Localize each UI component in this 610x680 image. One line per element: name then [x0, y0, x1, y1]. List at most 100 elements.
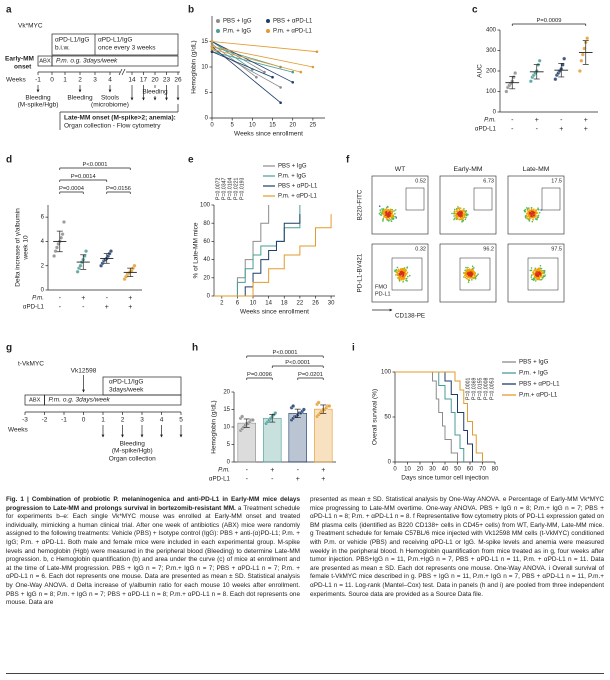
flow-event [378, 212, 381, 215]
flow-event [528, 208, 530, 211]
flow-event [458, 218, 460, 220]
flow-event [379, 214, 382, 216]
flow-event [472, 270, 474, 273]
y-tick-label: 100 [381, 370, 392, 376]
week-label: -1 [61, 417, 67, 424]
panel-letter: h [192, 343, 198, 354]
flow-event [395, 217, 398, 219]
data-point [315, 50, 319, 53]
label: αPD-L1/IgG [55, 37, 89, 44]
flow-event [473, 273, 475, 276]
p-value: P=0.0008 [483, 378, 489, 400]
p-value: P=0.0347 [221, 178, 227, 200]
flow-event [378, 205, 381, 208]
flow-event [536, 217, 538, 219]
y-tick-label: 20 [223, 390, 230, 396]
y-axis-title: Overall survival (%) [372, 389, 379, 445]
caption-left: Fig. 1 | Combination of probiotic P. mel… [6, 496, 300, 673]
flow-event [390, 219, 392, 221]
data-dot [84, 249, 89, 254]
label: P.m. o.g. 3days/week [49, 397, 111, 404]
data-dot [579, 58, 584, 63]
flow-event [538, 208, 540, 211]
label: ABX [39, 59, 51, 65]
flow-event [383, 210, 385, 213]
treatment-sign: - [271, 476, 274, 483]
flow-event [459, 214, 462, 217]
y-tick-label: 6 [41, 215, 45, 221]
flow-event [467, 281, 470, 283]
flow-event [460, 211, 463, 213]
flow-event [467, 269, 470, 271]
flow-event [463, 213, 466, 216]
x-tick-label: 15 [269, 123, 276, 129]
flow-event [404, 268, 407, 271]
gate-value: 96.2 [483, 246, 494, 252]
flow-event [531, 209, 534, 211]
flow-event [468, 274, 470, 277]
flow-event [387, 212, 389, 215]
data-dot [52, 254, 57, 258]
flow-event [474, 272, 477, 275]
y-tick-label: 0 [388, 460, 392, 466]
treatment-sign: + [105, 304, 109, 311]
label: (M-spike/Hgb) [18, 102, 59, 109]
gate [473, 187, 493, 211]
data-point [311, 65, 315, 69]
p-value: P=0.0004 [59, 186, 85, 192]
week-label: -2 [42, 417, 48, 424]
flow-event [404, 272, 406, 274]
y-tick-label: 100 [200, 203, 211, 209]
y-tick-label: 100 [486, 89, 497, 95]
treatment-sign: - [246, 467, 249, 474]
flow-event [472, 268, 474, 271]
flow-event [451, 212, 453, 215]
panel-letter: e [188, 155, 194, 166]
flow-event [400, 268, 403, 270]
x-tick-label: 40 [442, 467, 449, 473]
flow-event [392, 217, 395, 220]
data-dot [316, 400, 321, 405]
flow-event [406, 280, 408, 282]
flow-event [386, 205, 389, 208]
flow-event [390, 220, 393, 223]
label: Vk12598 [71, 368, 97, 375]
flow-event [533, 215, 535, 217]
box [51, 55, 179, 67]
data-line [211, 48, 301, 73]
line [118, 68, 123, 76]
data-dot [585, 36, 590, 41]
flow-event [539, 272, 542, 275]
flow-event [395, 269, 398, 271]
label: αPD-L1/IgG [98, 37, 132, 44]
y-tick-label: 4 [41, 239, 45, 245]
x-tick-label: 60 [467, 467, 474, 473]
y-tick-label: 5 [227, 442, 231, 448]
flow-event [400, 278, 403, 281]
flow-event [461, 220, 464, 223]
survival-step [395, 371, 458, 462]
flow-event [540, 278, 543, 281]
flow-event [387, 214, 389, 217]
data-point [210, 45, 214, 48]
flow-event [525, 215, 528, 217]
model-name: Vk*MYC [18, 23, 43, 30]
gate-value: 0.32 [415, 246, 426, 252]
flow-event [470, 269, 473, 272]
data-point [210, 50, 214, 53]
data-dot [273, 411, 278, 415]
data-line [211, 46, 313, 68]
flow-event [381, 208, 383, 210]
week-label: 2 [121, 417, 125, 424]
flow-event [538, 278, 541, 281]
week-label: 0 [50, 77, 54, 84]
flow-plot [507, 175, 565, 235]
data-dot [59, 235, 64, 240]
flow-event [393, 210, 395, 212]
label: Early-MM [5, 56, 34, 63]
flow-event [542, 276, 545, 278]
column-header: WT [395, 166, 406, 173]
flow-event [530, 276, 533, 278]
gate [527, 257, 559, 291]
flow-event [458, 211, 460, 214]
